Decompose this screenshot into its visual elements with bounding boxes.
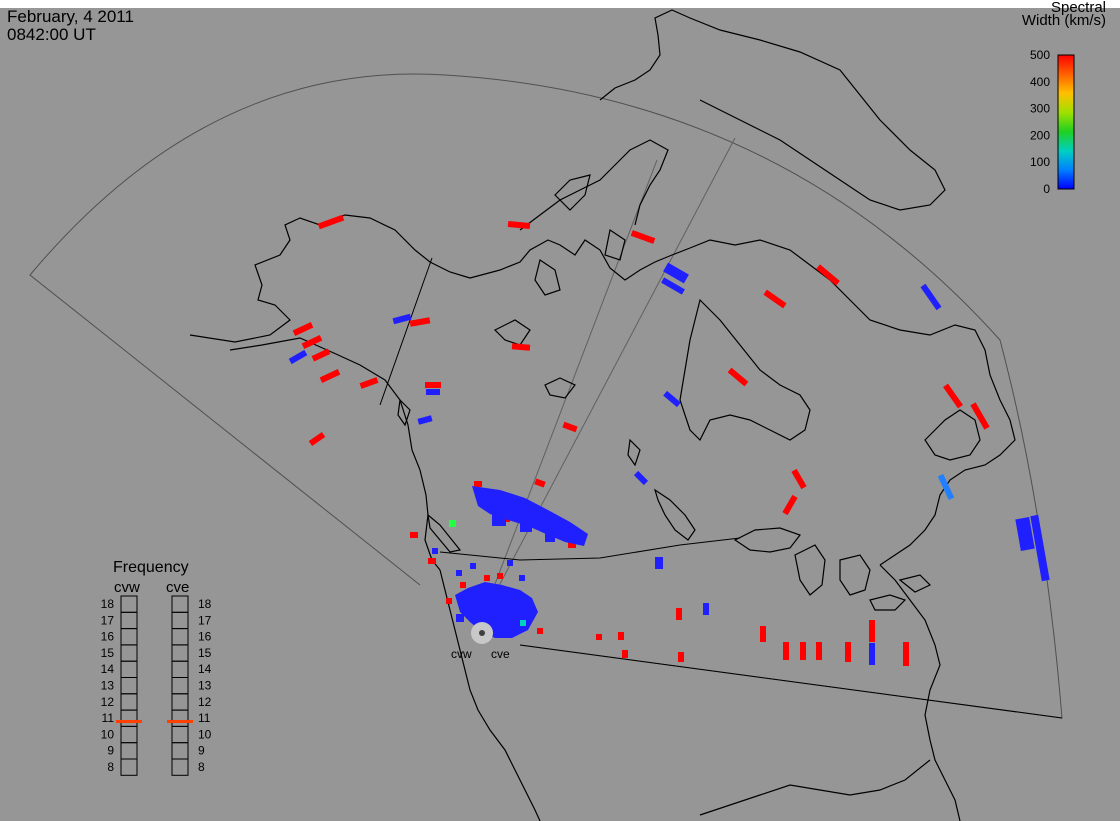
colorbar-tick-label: 0 xyxy=(1043,182,1050,196)
radar-site-marker xyxy=(471,622,493,644)
freq-scale-label: 13 xyxy=(198,679,212,693)
scatter-high-width xyxy=(292,214,990,666)
freq-col-cve: cve xyxy=(166,579,189,596)
freq-scale-label: 14 xyxy=(101,662,115,676)
colorbar-title-line2: Width (km/s) xyxy=(1021,12,1106,29)
colorbar: 500 400 300 200 100 0 xyxy=(1030,48,1075,196)
freq-scale-label: 9 xyxy=(107,744,114,758)
freq-scale-label: 13 xyxy=(101,679,115,693)
colorbar-tick-label: 200 xyxy=(1030,128,1050,142)
colorbar-tick-label: 400 xyxy=(1030,75,1050,89)
colorbar-tick-label: 300 xyxy=(1030,102,1050,116)
freq-scale-label: 12 xyxy=(101,695,115,709)
freq-scale-label: 16 xyxy=(101,630,115,644)
freq-scale-label: 15 xyxy=(198,646,212,660)
freq-box-cve xyxy=(171,758,189,776)
us-canada-border xyxy=(439,537,741,561)
freq-scale-label: 16 xyxy=(198,630,212,644)
scatter-mid-width xyxy=(449,473,955,626)
freq-scale-label: 18 xyxy=(101,597,115,611)
lower-boundary xyxy=(519,644,1063,719)
frequency-panel: cvw cve 18 18 17 17 16 16 15 15 14 14 13 13 12 12 11 11… xyxy=(101,579,212,776)
colorbar-title-line1: Spectral xyxy=(1050,0,1106,16)
freq-scale-labels: 18 18 17 17 16 16 15 15 14 14 13 13 12 12 11 11 10 10 9 9 8 8 xyxy=(101,597,212,774)
freq-scale-label: 8 xyxy=(198,760,205,774)
radar-fov-boundary xyxy=(29,73,1063,719)
colorbar-ticks: 500 400 300 200 100 0 xyxy=(1030,48,1050,196)
colorbar-gradient xyxy=(1057,54,1075,190)
freq-scale-label: 10 xyxy=(198,727,212,741)
freq-scale-label: 11 xyxy=(198,711,211,725)
radar-label-cve: cve xyxy=(491,647,510,661)
freq-marker-cvw xyxy=(116,720,142,724)
political-boundaries xyxy=(379,257,1063,719)
coastlines xyxy=(189,9,1016,821)
freq-scale-label: 15 xyxy=(101,646,115,660)
freq-boxes xyxy=(120,595,189,776)
date-label: February, 4 2011 xyxy=(7,7,134,26)
radar-fov-center-line-east xyxy=(481,137,736,619)
frequency-title: Frequency xyxy=(113,559,189,576)
freq-scale-label: 11 xyxy=(102,711,115,725)
freq-col-cvw: cvw xyxy=(114,579,140,596)
colorbar-tick-label: 100 xyxy=(1030,155,1050,169)
freq-marker-cve xyxy=(167,720,193,724)
freq-box-cvw xyxy=(120,758,138,776)
colorbar-tick-label: 500 xyxy=(1030,48,1050,62)
alaska-canada-border xyxy=(379,257,433,406)
freq-scale-label: 17 xyxy=(198,613,212,627)
radar-fov-center-line-west xyxy=(481,159,658,619)
freq-scale-label: 10 xyxy=(101,727,115,741)
freq-scale-label: 17 xyxy=(101,613,115,627)
freq-scale-label: 9 xyxy=(198,744,205,758)
time-label: 0842:00 UT xyxy=(7,25,96,44)
freq-scale-label: 18 xyxy=(198,597,212,611)
freq-scale-label: 14 xyxy=(198,662,212,676)
freq-scale-label: 12 xyxy=(198,695,212,709)
freq-scale-label: 8 xyxy=(107,760,114,774)
radar-label-cvw: cvw xyxy=(451,647,472,661)
